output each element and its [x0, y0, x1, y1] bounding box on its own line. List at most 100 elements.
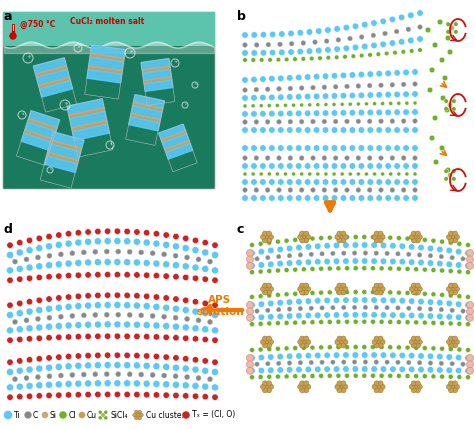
Circle shape: [388, 235, 393, 240]
Circle shape: [331, 93, 337, 99]
Circle shape: [269, 31, 276, 38]
Circle shape: [316, 28, 322, 34]
Bar: [73, 124, 109, 141]
Circle shape: [93, 249, 98, 254]
Circle shape: [301, 320, 306, 325]
Circle shape: [258, 367, 264, 374]
Circle shape: [331, 305, 335, 310]
Circle shape: [417, 384, 422, 389]
Circle shape: [306, 235, 310, 239]
Circle shape: [332, 172, 336, 176]
Circle shape: [26, 382, 33, 390]
Circle shape: [465, 375, 471, 380]
Circle shape: [144, 392, 150, 398]
Circle shape: [153, 260, 160, 267]
Circle shape: [378, 238, 383, 243]
Circle shape: [46, 296, 52, 302]
Circle shape: [365, 172, 368, 176]
Bar: [17, 111, 60, 165]
Circle shape: [358, 195, 365, 201]
Circle shape: [308, 172, 312, 176]
Circle shape: [84, 302, 91, 309]
Circle shape: [251, 145, 257, 151]
Circle shape: [275, 346, 281, 351]
Circle shape: [374, 283, 379, 288]
Circle shape: [98, 416, 102, 420]
Circle shape: [75, 353, 82, 359]
Circle shape: [104, 391, 111, 398]
Circle shape: [407, 306, 411, 311]
Bar: [28, 111, 60, 128]
Circle shape: [163, 363, 170, 370]
Circle shape: [306, 339, 310, 344]
Circle shape: [36, 297, 43, 303]
Circle shape: [287, 195, 293, 201]
Circle shape: [46, 335, 52, 341]
Circle shape: [437, 19, 443, 25]
Circle shape: [337, 383, 346, 391]
Circle shape: [288, 188, 292, 192]
Circle shape: [456, 314, 462, 320]
Bar: [162, 134, 189, 149]
Circle shape: [75, 293, 82, 299]
Bar: [141, 59, 170, 70]
Circle shape: [394, 109, 401, 115]
Circle shape: [448, 336, 454, 341]
Circle shape: [448, 231, 454, 236]
Bar: [91, 45, 125, 58]
Circle shape: [268, 247, 274, 254]
Circle shape: [305, 259, 311, 265]
Circle shape: [263, 290, 267, 295]
Circle shape: [173, 243, 180, 250]
Circle shape: [212, 337, 218, 343]
Circle shape: [65, 272, 72, 279]
Circle shape: [439, 239, 445, 244]
Circle shape: [202, 276, 209, 282]
Circle shape: [82, 250, 86, 255]
Circle shape: [362, 344, 367, 350]
Circle shape: [277, 260, 283, 267]
Circle shape: [36, 375, 40, 380]
Bar: [90, 54, 124, 62]
Circle shape: [304, 381, 309, 386]
Circle shape: [358, 127, 365, 133]
Circle shape: [85, 391, 91, 398]
Circle shape: [124, 352, 130, 359]
Circle shape: [466, 367, 474, 374]
Bar: [88, 66, 122, 74]
Bar: [141, 59, 175, 106]
Circle shape: [286, 353, 293, 360]
Circle shape: [182, 382, 189, 389]
Circle shape: [427, 299, 434, 305]
Circle shape: [353, 373, 358, 378]
Circle shape: [465, 270, 471, 275]
Circle shape: [55, 381, 62, 388]
Circle shape: [367, 71, 374, 77]
Circle shape: [374, 233, 383, 241]
Circle shape: [246, 354, 254, 362]
Circle shape: [342, 360, 346, 364]
Circle shape: [25, 411, 31, 419]
Bar: [161, 131, 187, 143]
Circle shape: [249, 250, 255, 256]
Circle shape: [46, 323, 53, 330]
Circle shape: [413, 172, 417, 176]
Circle shape: [85, 333, 91, 340]
Circle shape: [70, 372, 75, 378]
Circle shape: [138, 416, 142, 420]
FancyBboxPatch shape: [3, 12, 215, 46]
Circle shape: [65, 294, 72, 300]
Circle shape: [367, 127, 374, 133]
Circle shape: [465, 347, 471, 353]
Circle shape: [308, 103, 312, 107]
Circle shape: [405, 236, 410, 241]
Text: CuCl₂ molten salt: CuCl₂ molten salt: [70, 17, 144, 26]
Circle shape: [295, 179, 302, 185]
Circle shape: [448, 283, 454, 288]
Circle shape: [287, 361, 292, 365]
Circle shape: [310, 374, 315, 378]
Circle shape: [335, 384, 340, 389]
Circle shape: [310, 56, 314, 61]
Circle shape: [452, 107, 456, 111]
Circle shape: [371, 20, 377, 26]
